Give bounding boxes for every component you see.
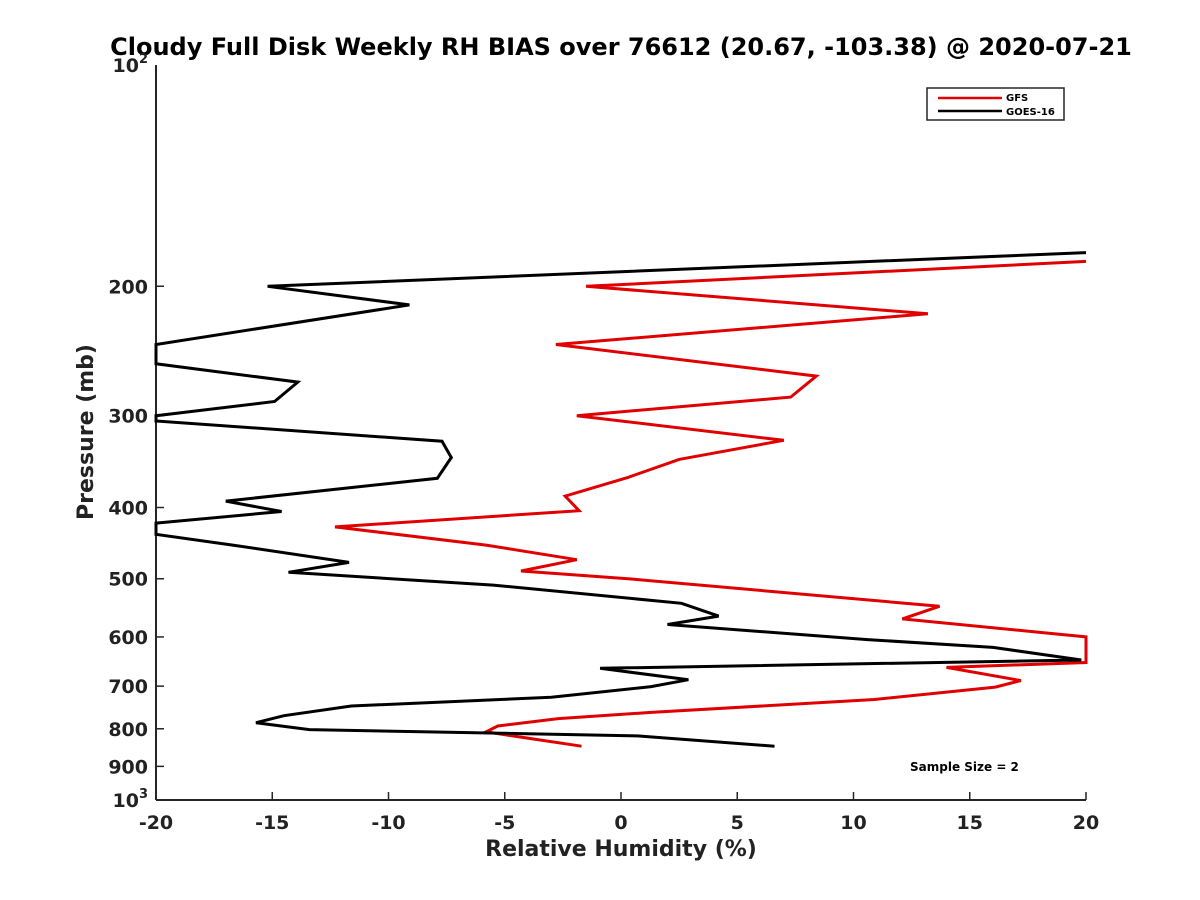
x-tick-label: 0 (614, 812, 627, 834)
x-tick-label: 5 (731, 812, 744, 834)
x-tick-label: -5 (494, 812, 515, 834)
y-tick-label: 700 (108, 676, 148, 698)
y-axis-label: Pressure (mb) (74, 344, 99, 520)
x-axis-label: Relative Humidity (%) (485, 837, 757, 862)
legend-label-goes16: GOES-16 (1006, 107, 1055, 118)
legend: GFS GOES-16 (926, 87, 1065, 121)
x-tick-label: 15 (957, 812, 983, 834)
sample-size-annotation: Sample Size = 2 (910, 760, 1019, 774)
x-tick-label: -20 (139, 812, 173, 834)
legend-box (926, 87, 1065, 121)
y-tick-label: 300 (108, 406, 148, 428)
x-tick-label: -10 (371, 812, 405, 834)
legend-label-gfs: GFS (1006, 93, 1028, 104)
x-tick-label: -15 (255, 812, 289, 834)
series-line-gfs (334, 259, 1088, 748)
y-tick-label: 500 (108, 569, 148, 591)
series-lines (154, 251, 1088, 748)
y-axis-ticks: 200 300 400 500 600 700 800 900 102 103 (108, 52, 164, 812)
y-tick-label-top: 102 (113, 52, 149, 77)
y-tick-label-bottom: 103 (113, 787, 149, 812)
x-axis-ticks: -20 -15 -10 -5 0 5 10 15 20 (139, 792, 1099, 834)
x-tick-label: 20 (1073, 812, 1099, 834)
y-tick-label: 600 (108, 627, 148, 649)
y-tick-label: 400 (108, 498, 148, 520)
series-line-goes16 (154, 251, 1087, 748)
plot-area: -20 -15 -10 -5 0 5 10 15 20 200 300 400 500 600 700 80… (108, 52, 1099, 834)
x-tick-label: 10 (840, 812, 866, 834)
y-tick-label: 800 (108, 719, 148, 741)
chart-title: Cloudy Full Disk Weekly RH BIAS over 766… (110, 33, 1132, 61)
y-tick-label: 900 (108, 756, 148, 778)
y-tick-label: 200 (108, 276, 148, 298)
